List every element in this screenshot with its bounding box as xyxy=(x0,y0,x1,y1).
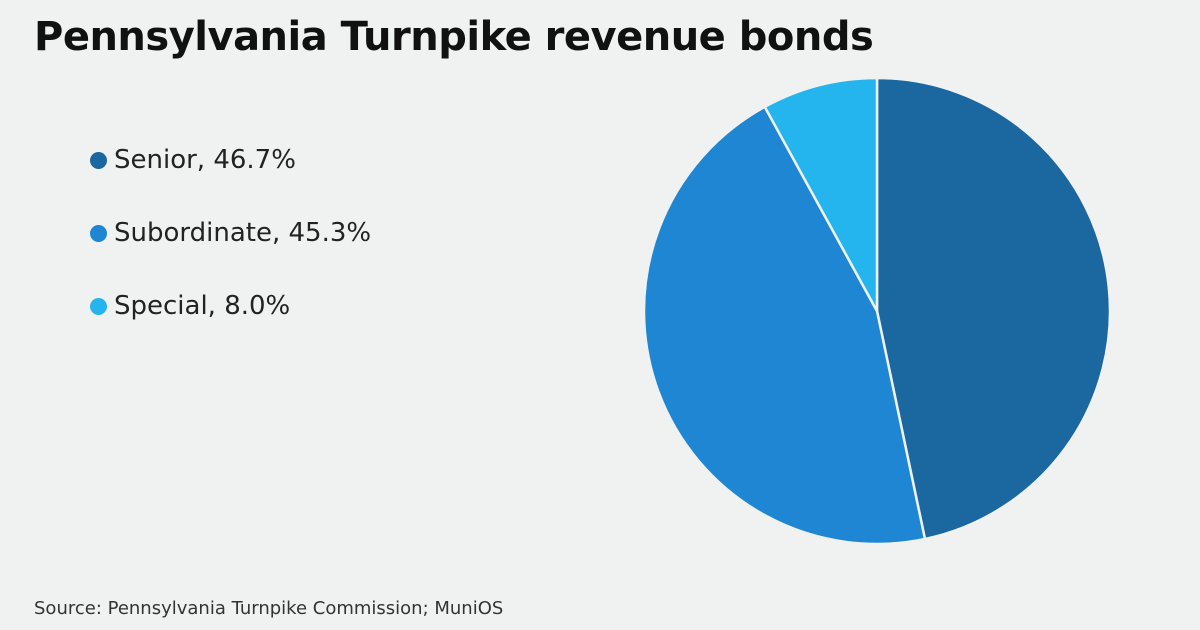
pie-chart-svg xyxy=(642,76,1112,546)
source-note: Source: Pennsylvania Turnpike Commission… xyxy=(34,598,504,619)
legend-item-subordinate: Subordinate, 45.3% xyxy=(90,213,371,253)
legend-label-senior: Senior, 46.7% xyxy=(114,145,296,175)
legend-label-special: Special, 8.0% xyxy=(114,291,291,321)
pie-slice-senior xyxy=(875,76,1112,541)
legend-label-subordinate: Subordinate, 45.3% xyxy=(114,218,372,248)
chart-title: Pennsylvania Turnpike revenue bonds xyxy=(34,14,874,60)
legend-swatch-subordinate xyxy=(90,224,107,242)
legend-item-senior: Senior, 46.7% xyxy=(90,140,371,180)
legend: Senior, 46.7% Subordinate, 45.3% Special… xyxy=(90,140,371,359)
legend-swatch-senior xyxy=(90,151,107,169)
legend-item-special: Special, 8.0% xyxy=(90,286,371,326)
pie-slice-special xyxy=(763,76,879,313)
pie-chart xyxy=(640,74,1114,548)
legend-swatch-special xyxy=(90,297,107,315)
pie-slice-subordinate xyxy=(642,105,927,546)
